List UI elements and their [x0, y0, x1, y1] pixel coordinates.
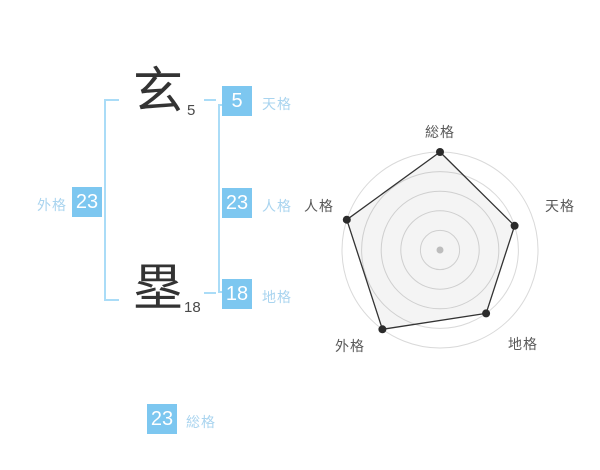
radar-data-point — [342, 215, 351, 224]
chikaku-label: 地格 — [262, 289, 292, 305]
givenname-kanji: 塁 — [133, 259, 183, 317]
chikaku-score-box: 18 — [222, 279, 252, 309]
tenkaku-connector-line — [204, 99, 216, 101]
radar-center-dot — [436, 246, 444, 254]
radar-grid-ring — [361, 171, 519, 329]
radar-chart-svg — [341, 148, 539, 349]
chikaku-connector-line — [204, 292, 216, 294]
gaikaku-label: 外格 — [37, 197, 67, 213]
tenkaku-label: 天格 — [262, 96, 292, 112]
radar-axis-label-soukaku: 総格 — [425, 124, 455, 140]
radar-axis-label-chikaku: 地格 — [508, 336, 538, 352]
soukaku-label: 総格 — [186, 414, 216, 430]
radar-grid-ring — [380, 190, 500, 310]
name-structure-panel: 玄 5 塁 18 外格 23 5 天格 23 人格 18 地格 23 総格 — [37, 62, 292, 434]
radar-chart: 総格 天格 地格 外格 人格 — [300, 110, 580, 390]
radar-data-point — [510, 221, 519, 230]
radar-axis-label-gaikaku: 外格 — [335, 338, 365, 354]
radar-data-point — [378, 325, 387, 334]
jinkaku-score-box: 23 — [222, 188, 252, 218]
surname-stroke-count: 5 — [187, 102, 196, 119]
gaikaku-bracket — [104, 99, 119, 301]
gaikaku-score-box: 23 — [72, 187, 102, 217]
radar-data-polygon — [346, 151, 516, 330]
tenkaku-score-box: 5 — [222, 86, 252, 116]
jinkaku-label: 人格 — [262, 198, 292, 214]
soukaku-score-box: 23 — [147, 404, 177, 434]
surname-kanji: 玄 — [133, 62, 183, 120]
radar-axis-label-jinkaku: 人格 — [304, 198, 334, 214]
radar-data-point — [436, 148, 444, 156]
radar-grid-ring — [400, 210, 480, 290]
radar-axis-label-tenkaku: 天格 — [545, 198, 575, 214]
givenname-stroke-count: 18 — [184, 299, 201, 316]
radar-grid-ring — [419, 229, 461, 271]
radar-data-point — [482, 309, 491, 318]
